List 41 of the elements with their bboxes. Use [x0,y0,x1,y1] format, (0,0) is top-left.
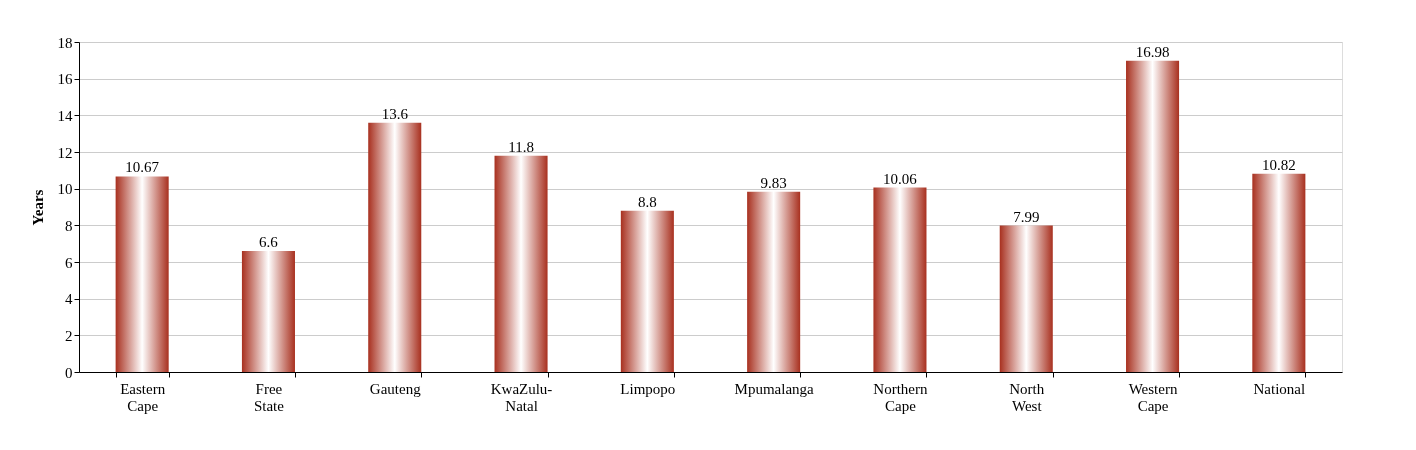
y-axis-title: Years [29,189,46,226]
bar [620,210,674,372]
bar [999,225,1053,372]
y-tick-label: 14 [57,107,73,124]
x-tick-label: Eastern Cape [120,380,166,414]
bar [241,251,295,372]
x-tick-label: Mpumalanga [734,380,815,397]
x-tick-label: KwaZulu-Natal [490,380,553,414]
y-tick-label: 12 [57,144,73,161]
data-label: 16.98 [1135,43,1170,60]
bar [873,187,927,372]
bar [1252,173,1306,372]
x-tick-label: Western Cape [1128,380,1178,414]
data-label: 10.67 [125,159,160,176]
bar [115,176,169,372]
x-tick-label: Limpopo [620,380,676,397]
y-tick-label: 10 [57,181,73,198]
data-label: 10.82 [1261,156,1296,173]
bar [368,122,422,372]
bar [747,191,801,372]
x-tick-label: Free State [253,380,285,414]
y-tick-label: 16 [57,71,73,88]
x-tick-label: National [1253,380,1306,397]
y-tick-label: 2 [65,327,73,344]
data-label: 10.06 [883,170,918,187]
data-label: 8.8 [637,193,657,210]
bar [494,155,548,372]
data-label: 11.8 [508,138,534,155]
x-tick-label: Gauteng [369,380,422,397]
x-tick-label: North West [1009,380,1045,414]
y-tick-label: 4 [65,291,73,308]
y-tick-label: 18 [57,34,73,51]
y-tick-label: 8 [65,217,73,234]
data-label: 13.6 [381,105,409,122]
y-tick-label: 6 [65,254,73,271]
y-tick-label: 0 [65,364,73,381]
bar [1126,60,1180,372]
data-label: 9.83 [760,174,787,191]
data-label: 7.99 [1013,208,1040,225]
x-tick-label: Northern Cape [873,380,929,414]
data-label: 6.6 [259,234,279,250]
